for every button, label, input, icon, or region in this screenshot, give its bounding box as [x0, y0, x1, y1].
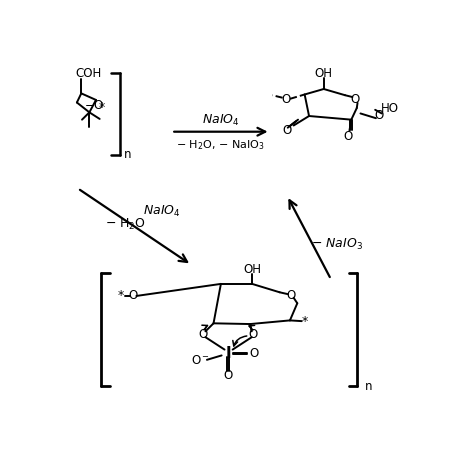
Text: *: *	[118, 290, 124, 302]
Text: O: O	[128, 290, 137, 302]
Text: $-$ NaIO$_3$: $-$ NaIO$_3$	[310, 237, 363, 252]
Text: O: O	[282, 93, 291, 107]
Text: O: O	[249, 347, 259, 360]
Text: O: O	[199, 328, 208, 341]
Text: NaIO$_4$: NaIO$_4$	[202, 113, 240, 128]
Text: O: O	[350, 93, 360, 107]
Text: O: O	[248, 328, 258, 341]
Text: COH: COH	[76, 67, 102, 80]
Text: I: I	[226, 346, 231, 361]
Text: O$^-$: O$^-$	[191, 354, 210, 367]
Text: *: *	[99, 101, 105, 115]
Text: $-$ H$_2$O, $-$ NaIO$_3$: $-$ H$_2$O, $-$ NaIO$_3$	[176, 139, 265, 153]
Text: HO: HO	[381, 102, 399, 115]
Text: O: O	[343, 129, 353, 143]
Text: O: O	[374, 109, 383, 122]
Text: n: n	[124, 148, 131, 161]
Text: O: O	[286, 290, 295, 302]
Text: O: O	[224, 369, 233, 382]
Text: OH: OH	[243, 263, 261, 276]
Text: $-$ H$_2$O: $-$ H$_2$O	[105, 217, 146, 232]
Text: n: n	[365, 380, 373, 392]
Text: OH: OH	[315, 67, 333, 80]
Text: O: O	[283, 124, 292, 137]
Text: $-$O: $-$O	[84, 99, 105, 111]
Text: NaIO$_4$: NaIO$_4$	[143, 204, 181, 219]
Text: *: *	[301, 315, 308, 328]
